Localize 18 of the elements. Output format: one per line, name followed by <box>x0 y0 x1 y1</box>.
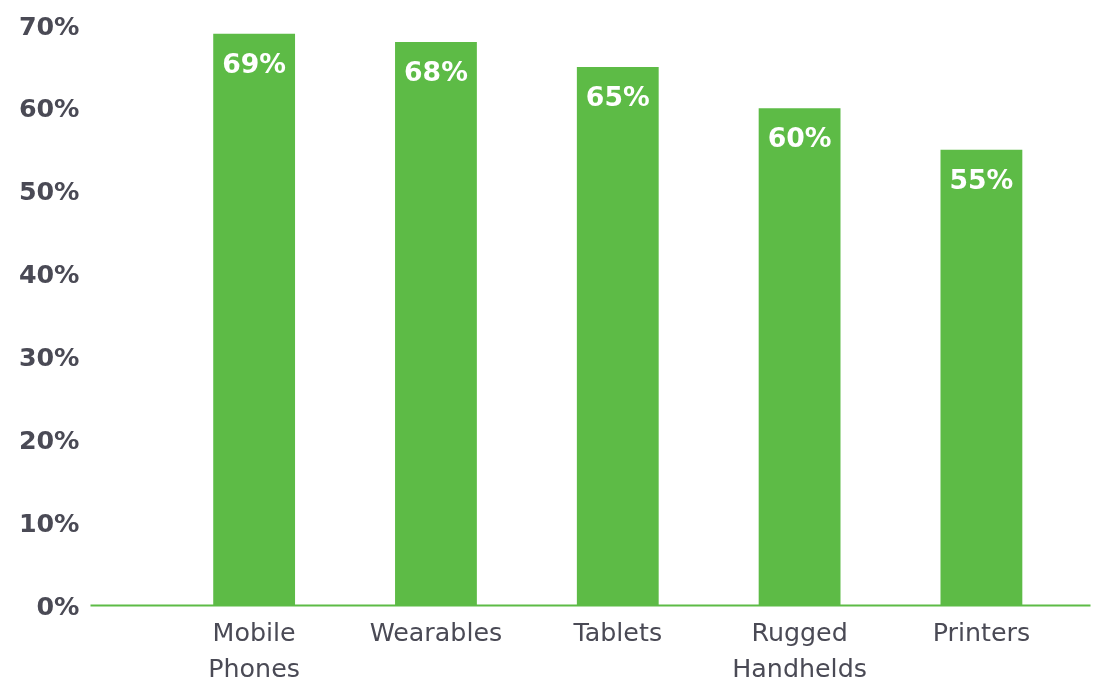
x-tick-label: Printers <box>932 616 1031 647</box>
y-tick-label: 40% <box>18 259 80 290</box>
y-tick-label: 50% <box>18 176 80 207</box>
data-label: 65% <box>585 80 650 112</box>
data-label: 60% <box>767 122 832 154</box>
y-tick-label: 20% <box>18 424 80 455</box>
data-label: 69% <box>222 47 287 79</box>
x-tick-label: Rugged Handhelds <box>732 616 867 683</box>
y-tick-label: 10% <box>18 507 80 538</box>
x-tick-label: Tablets <box>572 616 663 647</box>
x-tick-label: Wearables <box>369 616 503 647</box>
y-tick-label: 60% <box>18 93 80 124</box>
y-tick-label: 70% <box>18 10 80 41</box>
y-tick-label: 0% <box>36 590 80 621</box>
x-tick-label: Mobile Phones <box>208 616 300 683</box>
data-label: 55% <box>949 163 1014 195</box>
y-tick-label: 30% <box>18 341 80 372</box>
data-label: 68% <box>404 56 468 88</box>
